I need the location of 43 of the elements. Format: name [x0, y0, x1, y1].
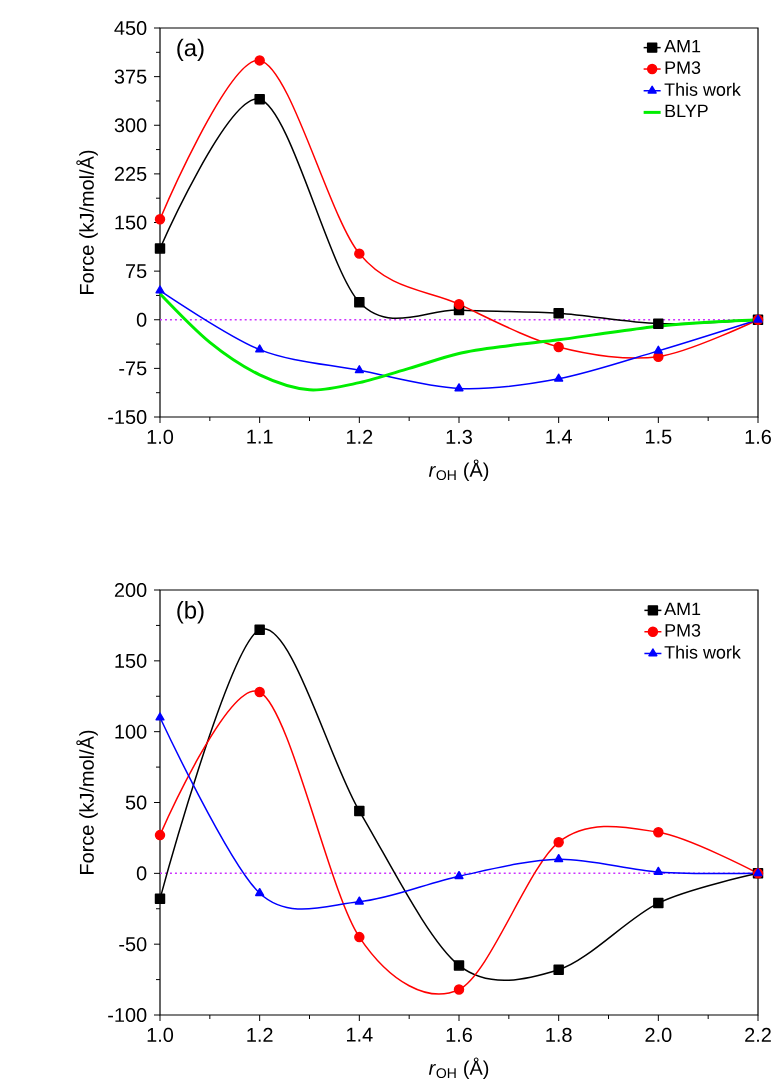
x-tick-label: 2.2: [745, 1027, 771, 1042]
y-tick-label: 375: [114, 69, 147, 84]
x-tick-label: 1.0: [147, 429, 174, 444]
y-tick-label: 225: [114, 166, 147, 181]
x-tick-label: 1.1: [247, 429, 273, 444]
x-tick-label: 1.6: [446, 1027, 472, 1042]
x-tick-label: 1.4: [546, 429, 572, 444]
x-tick-label: 1.4: [347, 1027, 373, 1042]
legend-label: BLYP: [665, 104, 708, 118]
y-axis-title: Force (kJ/mol/Å): [76, 150, 98, 294]
y-tick-label: 300: [114, 118, 147, 133]
y-tick-label: 100: [115, 724, 147, 739]
x-tick-label: 1.5: [646, 429, 672, 444]
legend-label: PM3: [665, 61, 701, 74]
x-tick-label: 1.3: [446, 429, 472, 444]
x-tick-label: 1.0: [147, 1027, 174, 1042]
y-axis-title: Force (kJ/mol/Å): [76, 730, 98, 874]
y-tick-label: 200: [114, 582, 147, 598]
annotation: (b): [177, 601, 204, 624]
legend-label: PM3: [665, 623, 701, 637]
y-tick-label: 50: [125, 795, 147, 810]
y-tick-label: -150: [108, 409, 147, 425]
legend-label: AM1: [664, 602, 701, 616]
y-tick-label: 0: [136, 866, 147, 881]
y-tick-label: -75: [119, 361, 147, 376]
x-tick-label: 1.6: [745, 429, 771, 444]
y-tick-label: 150: [115, 653, 147, 668]
y-tick-label: 150: [115, 215, 147, 230]
y-tick-label: 75: [126, 264, 147, 279]
x-axis-title: r$_{OH}$ (Å): [428, 459, 489, 481]
legend-label: This work: [664, 645, 741, 659]
y-tick-label: -100: [108, 1007, 147, 1023]
x-tick-label: 2.0: [645, 1027, 672, 1042]
x-axis-title: r$_{OH}$ (Å): [428, 1057, 489, 1079]
x-tick-label: 1.8: [546, 1027, 572, 1042]
x-tick-label: 1.2: [247, 1027, 273, 1042]
y-tick-label: -50: [119, 937, 147, 952]
y-tick-label: 0: [136, 312, 147, 327]
x-tick-label: 1.2: [347, 429, 373, 444]
annotation: (a): [177, 38, 204, 62]
legend-label: AM1: [664, 39, 701, 53]
y-tick-label: 450: [114, 20, 147, 36]
legend-label: This work: [664, 82, 741, 96]
